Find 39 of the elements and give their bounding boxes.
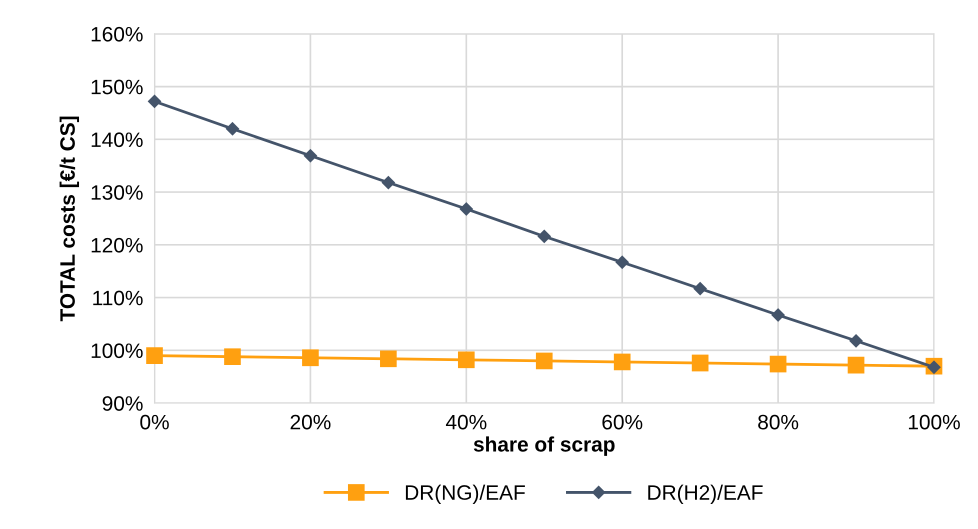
- point: [382, 176, 395, 190]
- point: [772, 308, 785, 322]
- point: [927, 360, 941, 374]
- y-axis-title: TOTAL costs [€/t CS]: [60, 116, 80, 322]
- y-tick-label: 140%: [92, 132, 143, 148]
- point: [226, 122, 240, 136]
- point: [616, 256, 629, 269]
- y-tick-label: 90%: [102, 396, 143, 411]
- y-tick-label: 160%: [92, 26, 143, 42]
- x-tick-label: 40%: [446, 414, 486, 430]
- x-tick-label: 60%: [602, 414, 642, 430]
- point: [380, 350, 397, 368]
- y-tick-label: 120%: [92, 238, 143, 253]
- x-tick-label: 20%: [290, 414, 331, 430]
- x-axis-title: share of scrap: [474, 436, 615, 456]
- y-tick-label: 150%: [92, 80, 143, 94]
- point: [224, 348, 241, 366]
- point: [694, 282, 707, 296]
- x-tick-label: 100%: [908, 414, 960, 430]
- point: [536, 352, 553, 370]
- x-tick-label: 80%: [758, 414, 798, 430]
- point: [848, 356, 864, 374]
- point: [460, 202, 473, 216]
- y-tick-label: 130%: [92, 185, 143, 200]
- point: [849, 334, 863, 348]
- point: [146, 347, 163, 364]
- point: [538, 230, 551, 243]
- legend-label: DR(NG)/EAF: [406, 484, 525, 504]
- y-tick-label: 100%: [92, 343, 143, 358]
- point: [458, 352, 475, 368]
- point: [304, 149, 318, 162]
- point: [770, 356, 786, 372]
- legend-label: DR(H2)/EAF: [648, 484, 763, 504]
- point: [692, 354, 708, 372]
- point: [614, 354, 631, 370]
- y-tick-label: 110%: [93, 290, 143, 306]
- x-tick-label: 0%: [140, 414, 169, 430]
- point: [148, 94, 162, 108]
- point: [302, 349, 319, 366]
